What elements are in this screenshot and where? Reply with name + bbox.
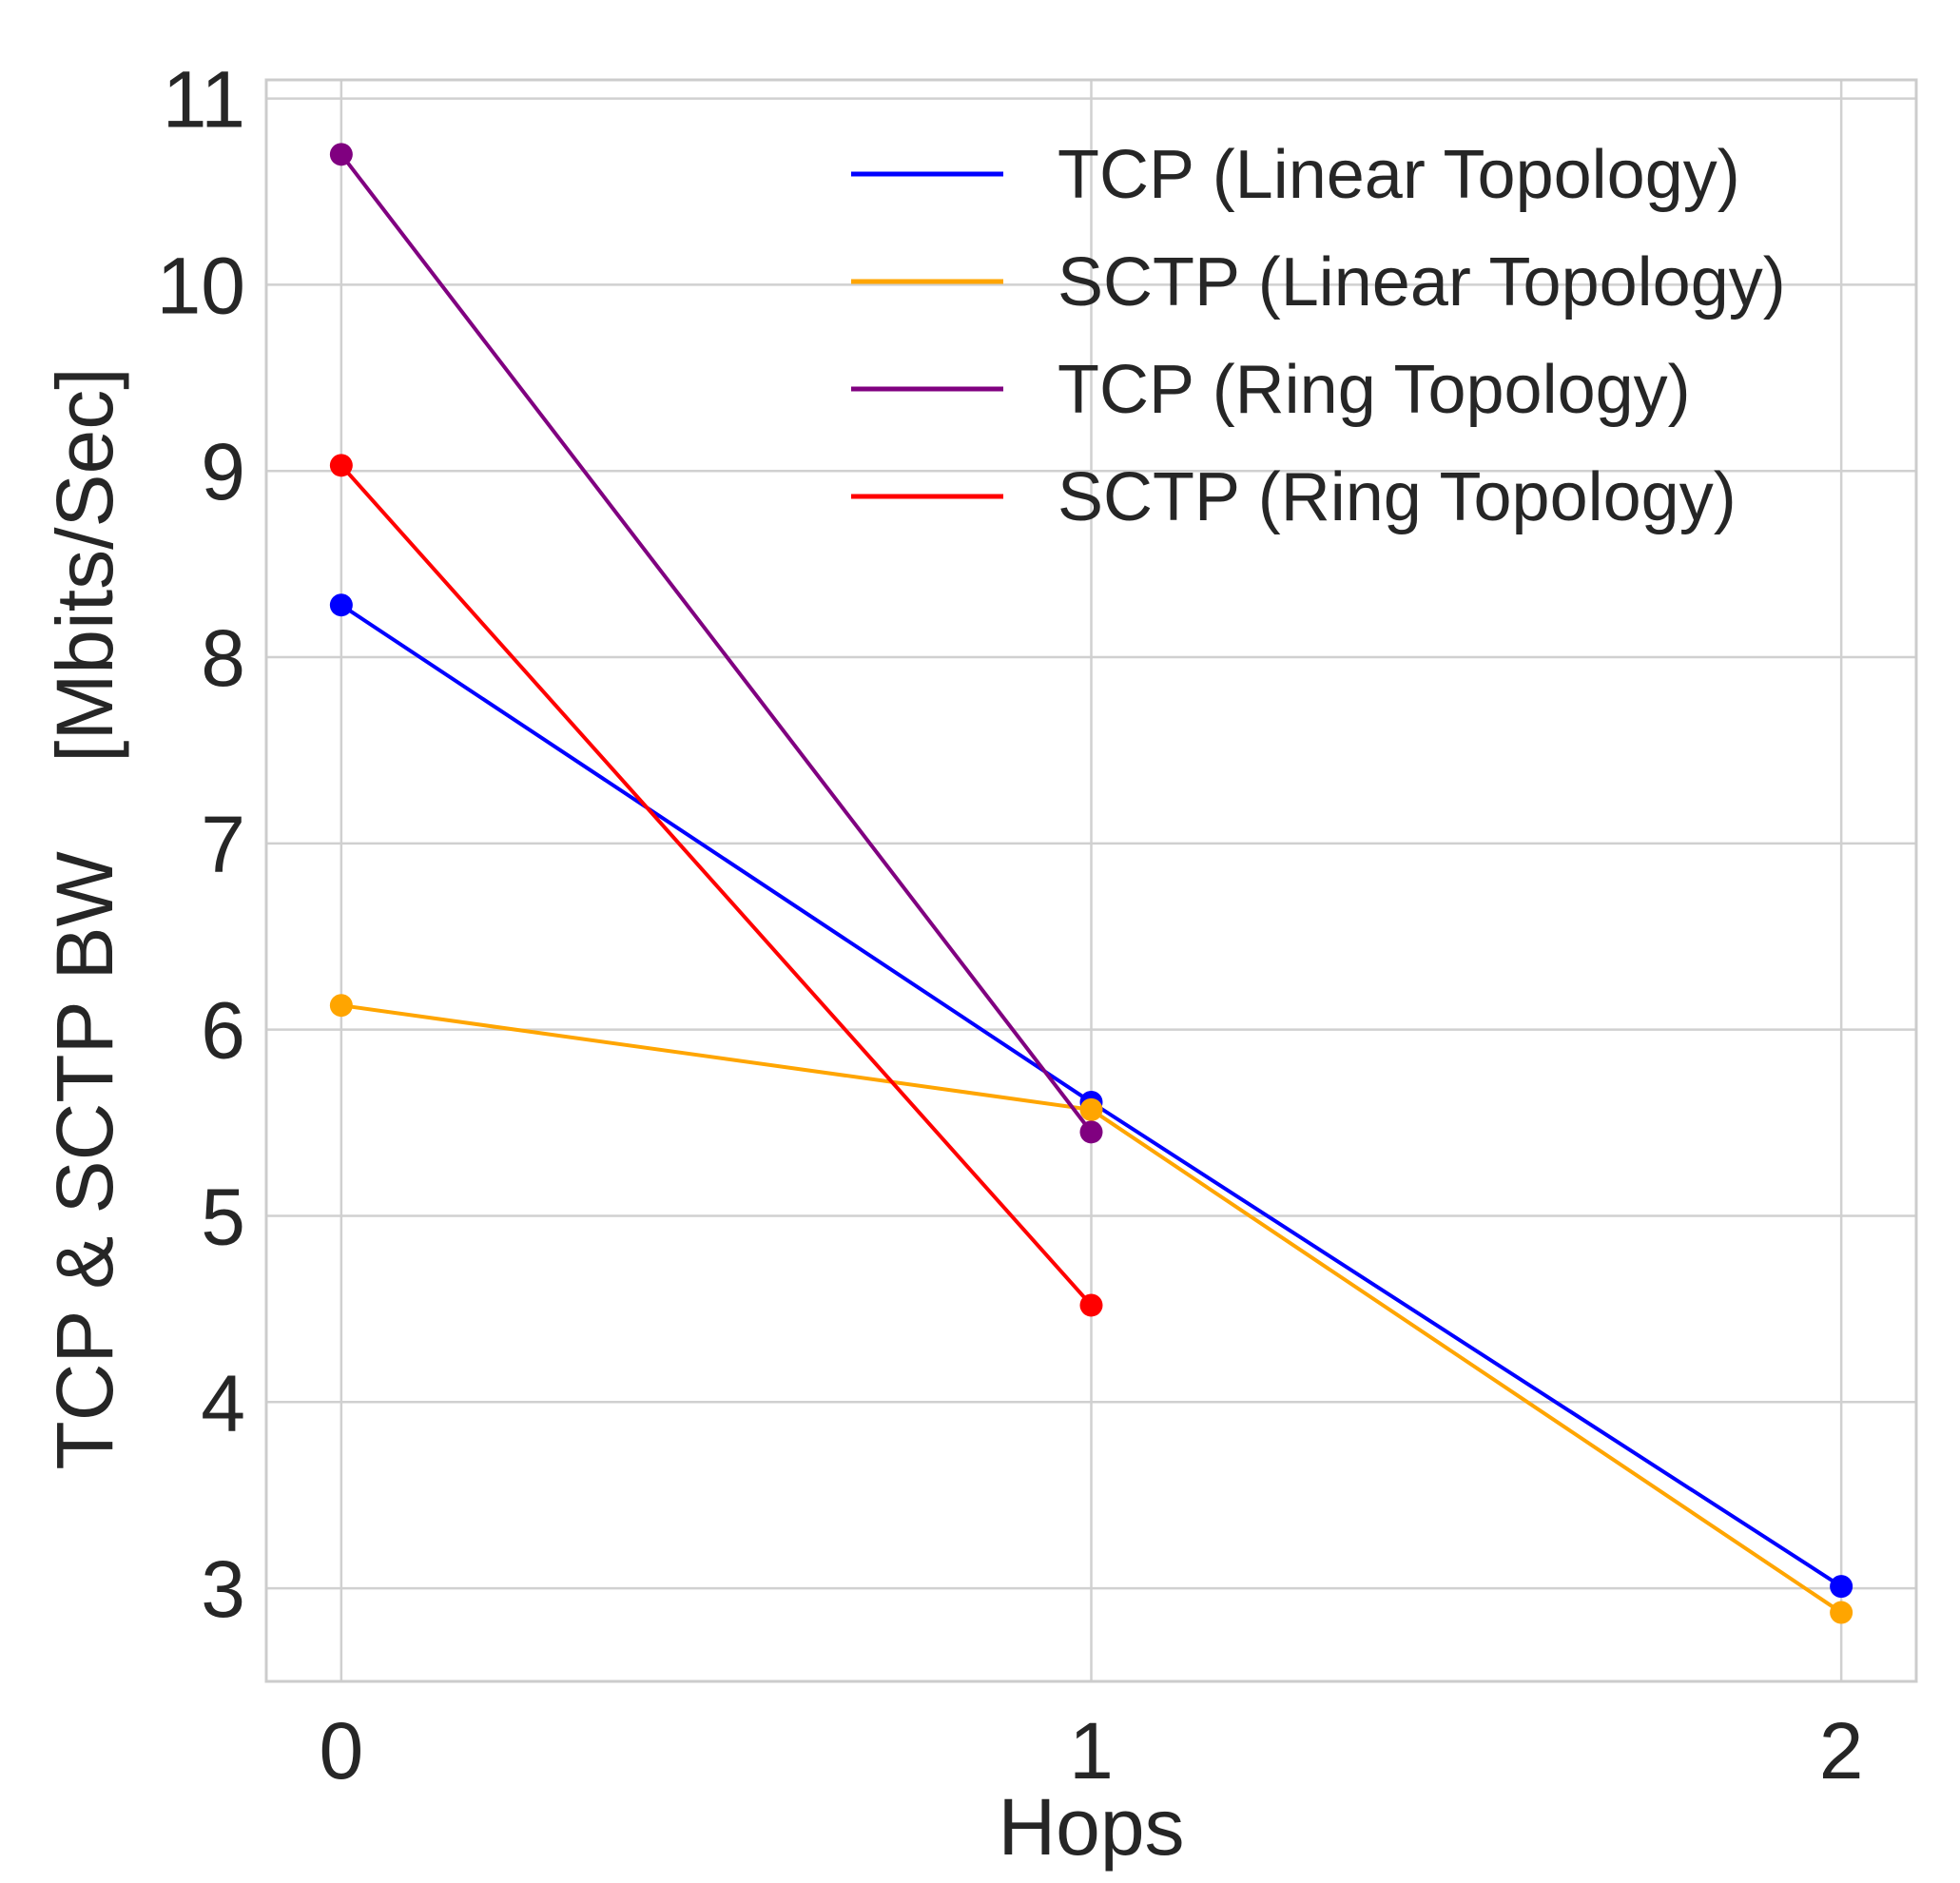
series-1 [329, 994, 1853, 1624]
data-point [329, 454, 353, 477]
series-3 [329, 454, 1103, 1317]
data-point [1079, 1120, 1103, 1144]
series-layer [329, 143, 1853, 1624]
series-line [340, 464, 1093, 1307]
y-tick-label: 7 [201, 800, 245, 889]
x-axis-ticks: 0 1 2 [320, 1706, 1864, 1796]
legend-label: SCTP (Ring Topology) [1058, 459, 1737, 535]
y-tick-label: 6 [201, 986, 245, 1076]
plot-frame [264, 78, 1918, 1683]
y-tick-label: 8 [201, 613, 245, 703]
y-tick-label: 5 [201, 1172, 245, 1261]
legend-entry: TCP (Linear Topology) [851, 137, 1740, 213]
legend-entry: SCTP (Linear Topology) [851, 244, 1786, 320]
y-tick-label: 11 [163, 55, 245, 145]
y-tick-label: 9 [201, 427, 245, 516]
y-tick-label: 3 [201, 1544, 245, 1634]
y-tick-label: 10 [157, 241, 245, 330]
data-point [1079, 1097, 1103, 1121]
grid [266, 80, 1916, 1681]
x-tick-label: 1 [1069, 1706, 1114, 1796]
x-tick-label: 2 [1819, 1706, 1864, 1796]
data-point [1079, 1293, 1103, 1317]
data-point [329, 143, 353, 166]
data-point [1830, 1575, 1853, 1599]
legend-entry: TCP (Ring Topology) [851, 352, 1691, 428]
legend-label: SCTP (Linear Topology) [1058, 244, 1786, 320]
y-axis-ticks: 3 4 5 6 7 8 9 10 11 [157, 55, 245, 1635]
legend-entry: SCTP (Ring Topology) [851, 459, 1737, 535]
y-tick-label: 4 [201, 1358, 245, 1447]
series-2 [329, 143, 1103, 1144]
data-point [329, 593, 353, 617]
x-axis-title: Hops [998, 1782, 1184, 1872]
x-tick-label: 0 [320, 1706, 364, 1796]
y-axis-title: TCP & SCTP BW [Mbits/Sec] [40, 367, 129, 1469]
legend: TCP (Linear Topology) SCTP (Linear Topolo… [851, 137, 1786, 535]
legend-label: TCP (Ring Topology) [1058, 352, 1691, 428]
legend-label: TCP (Linear Topology) [1058, 137, 1740, 213]
data-point [1830, 1601, 1853, 1624]
data-point [329, 994, 353, 1018]
series-line [340, 153, 1094, 1134]
